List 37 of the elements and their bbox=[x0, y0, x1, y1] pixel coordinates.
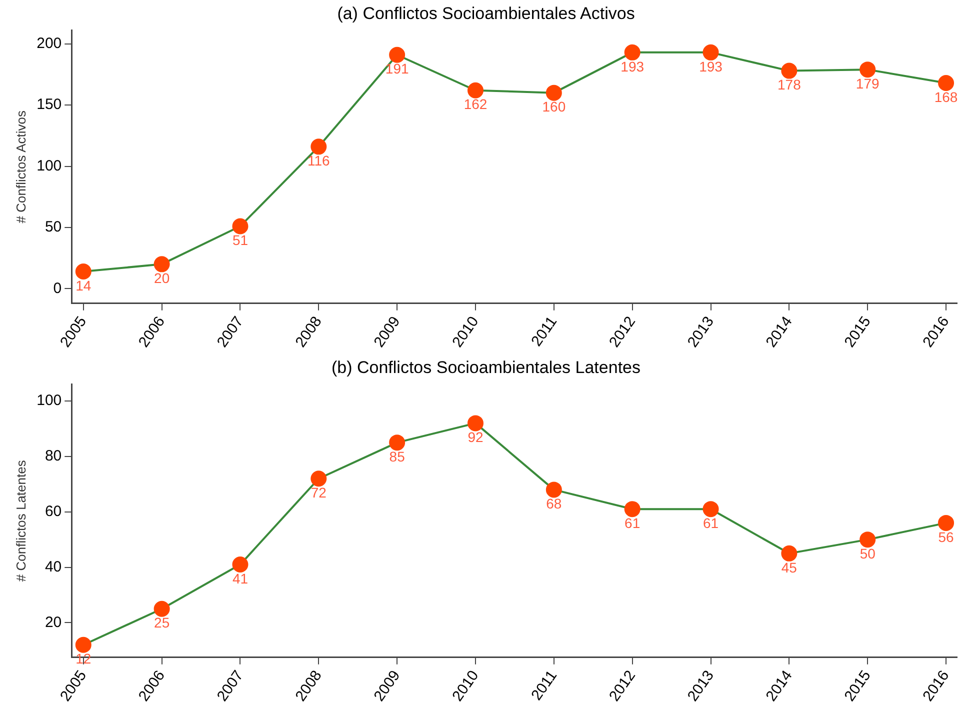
data-label: 191 bbox=[385, 60, 409, 77]
y-tick-label: 100 bbox=[36, 157, 62, 174]
y-tick-label: 0 bbox=[53, 280, 62, 297]
data-label: 92 bbox=[468, 429, 484, 446]
data-label: 50 bbox=[860, 545, 876, 562]
y-tick-label: 100 bbox=[36, 392, 62, 410]
data-label: 56 bbox=[938, 528, 954, 545]
data-label: 160 bbox=[542, 98, 566, 115]
y-axis-title: # Conflictos Latentes bbox=[13, 460, 28, 582]
y-tick-label: 60 bbox=[44, 503, 62, 520]
y-tick-label: 40 bbox=[44, 558, 62, 576]
chart-title: (a) Conflictos Socioambientales Activos bbox=[337, 4, 635, 23]
y-tick-label: 200 bbox=[36, 35, 62, 52]
data-label: 61 bbox=[624, 514, 640, 531]
data-label: 179 bbox=[856, 75, 880, 92]
data-label: 68 bbox=[546, 496, 562, 512]
data-label: 168 bbox=[934, 88, 958, 105]
y-tick-label: 20 bbox=[44, 614, 62, 631]
data-label: 162 bbox=[464, 96, 488, 112]
y-tick-label: 80 bbox=[44, 448, 62, 465]
data-label: 193 bbox=[699, 58, 723, 74]
data-label: 20 bbox=[154, 270, 170, 286]
y-axis-title: # Conflictos Activos bbox=[13, 110, 28, 224]
data-label: 14 bbox=[76, 277, 92, 294]
data-label: 193 bbox=[620, 58, 644, 74]
data-label: 51 bbox=[232, 232, 248, 248]
data-label: 41 bbox=[232, 570, 248, 586]
data-label: 45 bbox=[781, 559, 798, 576]
data-label: 85 bbox=[389, 448, 406, 464]
chart-title: (b) Conflictos Socioambientales Latentes bbox=[332, 358, 640, 377]
data-label: 61 bbox=[702, 514, 719, 531]
data-label: 178 bbox=[778, 76, 802, 93]
y-tick-label: 50 bbox=[44, 218, 62, 236]
data-label: 116 bbox=[307, 152, 330, 169]
data-label: 25 bbox=[154, 614, 170, 631]
data-label: 72 bbox=[310, 484, 327, 500]
y-tick-label: 150 bbox=[36, 96, 62, 114]
